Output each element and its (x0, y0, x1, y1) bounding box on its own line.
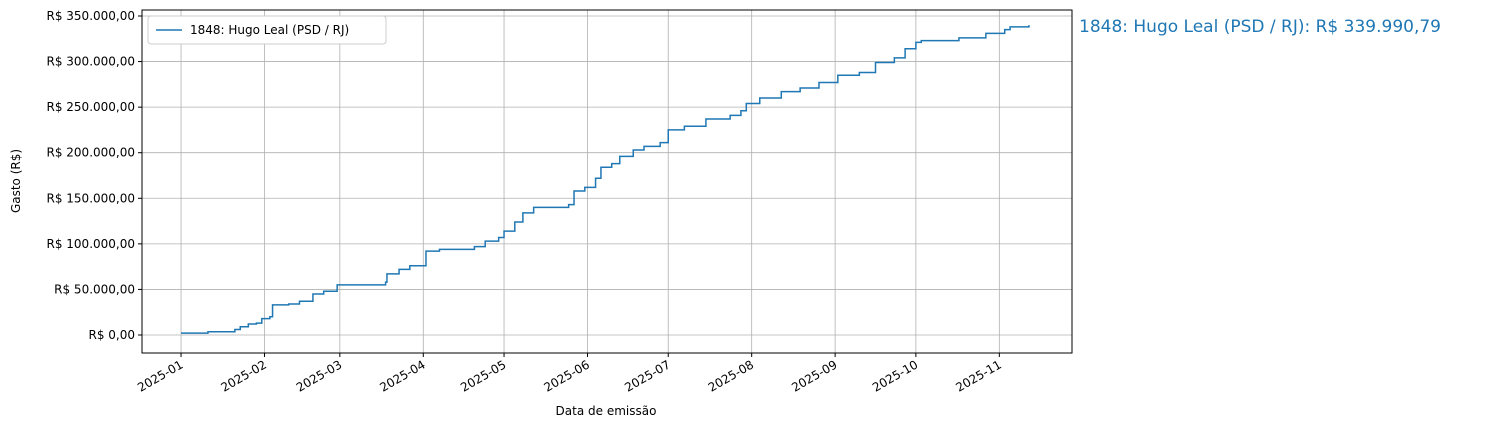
plot-frame (141, 9, 1073, 354)
legend-label: 1848: Hugo Leal (PSD / RJ) (190, 23, 349, 37)
y-tick-label: R$ 300.000,00 (47, 55, 136, 69)
y-tick-label: R$ 150.000,00 (47, 191, 136, 205)
x-axis-label: Data de emissão (556, 404, 657, 418)
y-tick-label: R$ 200.000,00 (47, 146, 136, 160)
annotation: 1848: Hugo Leal (PSD / RJ): R$ 339.990,7… (1079, 17, 1441, 37)
y-axis-label: Gasto (R$) (9, 149, 23, 213)
y-tick-label: R$ 100.000,00 (47, 237, 136, 251)
y-tick-label: R$ 350.000,00 (47, 9, 136, 23)
series-line (181, 25, 1030, 334)
y-tick-label: R$ 250.000,00 (47, 100, 136, 114)
y-tick-label: R$ 50.000,00 (54, 282, 135, 296)
y-tick-label: R$ 0,00 (88, 328, 135, 342)
legend-box (147, 15, 387, 45)
